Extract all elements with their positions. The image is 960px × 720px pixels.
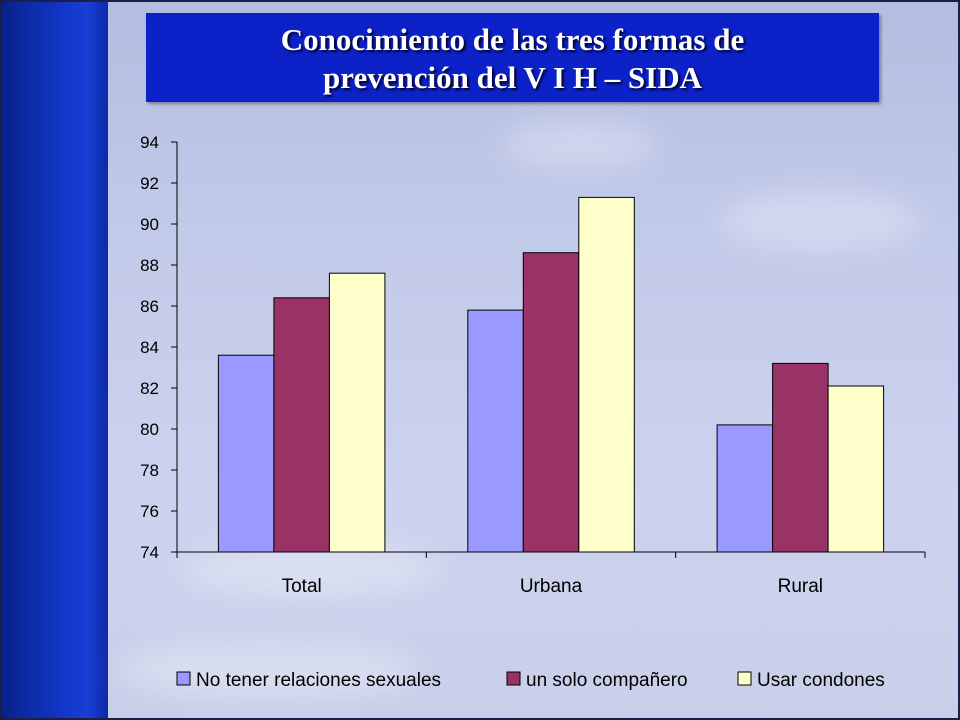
y-tick-label: 82 (140, 379, 159, 398)
x-category-label: Urbana (520, 576, 583, 597)
legend-entry-label: Usar condones (757, 670, 885, 691)
y-tick-label: 80 (140, 420, 159, 439)
bar-total-series-3 (328, 272, 386, 553)
x-category-label: Rural (778, 576, 823, 597)
y-tick-label: 94 (140, 133, 159, 152)
bar-urbana-series-1 (467, 309, 524, 553)
y-tick-label: 92 (140, 174, 159, 193)
legend-swatch (737, 671, 752, 686)
cloud-decoration (720, 190, 920, 250)
y-tick-label: 76 (140, 502, 159, 521)
legend-entry-label: No tener relaciones sexuales (196, 670, 441, 691)
y-tick-label: 86 (140, 297, 159, 316)
chart-title: Conocimiento de las tres formas de preve… (280, 22, 745, 95)
bar-total-series-1 (217, 354, 275, 553)
y-tick-label: 74 (140, 543, 159, 562)
y-tick-label: 88 (140, 256, 159, 275)
legend: No tener relaciones sexuales un solo comp… (176, 670, 885, 691)
y-tick-label: 84 (140, 338, 159, 357)
x-category-label: Total (282, 576, 322, 597)
cloud-decoration (500, 120, 660, 170)
axes-layer: 74 76 78 80 82 84 86 88 90 92 94 Total Urbana Rural (140, 133, 926, 597)
y-tick-label: 78 (140, 461, 159, 480)
title-banner: Conocimiento de las tres formas de preve… (146, 13, 879, 102)
bar-rural-series-1 (716, 424, 774, 553)
legend-entry-label: un solo compañero (526, 670, 688, 691)
left-accent-bar (0, 0, 108, 720)
cloud-decoration (120, 640, 420, 700)
legend-swatch (176, 671, 191, 686)
bar-rural-series-2 (772, 362, 829, 553)
y-tick-label: 90 (140, 215, 159, 234)
legend-swatch (506, 671, 521, 686)
